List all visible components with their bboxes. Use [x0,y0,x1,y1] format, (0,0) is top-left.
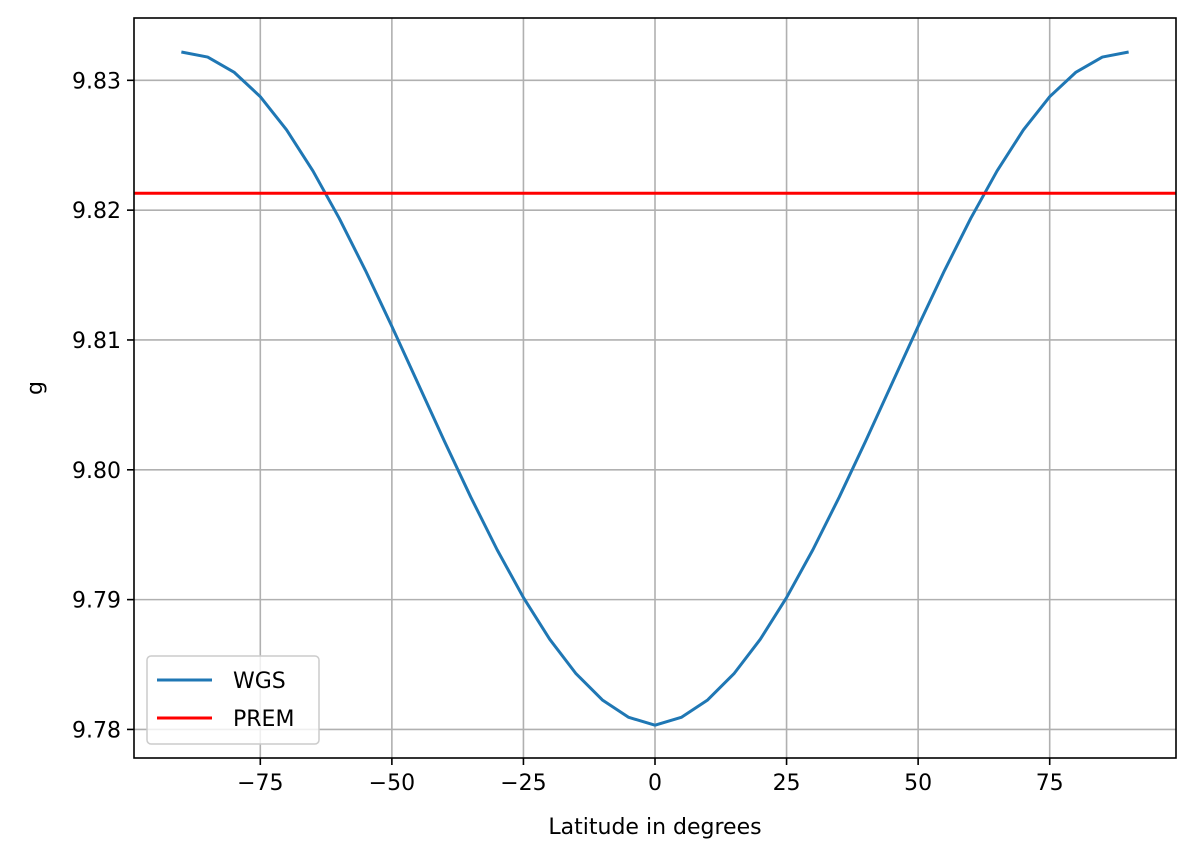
y-tick-label: 9.80 [72,459,121,484]
x-tick-label: 0 [648,771,662,796]
legend-label-prem: PREM [233,707,294,732]
y-tick-label: 9.83 [72,69,121,94]
legend-box [146,655,320,745]
y-tick-label: 9.79 [72,589,121,614]
y-tick-label: 9.81 [72,329,121,354]
legend: WGS PREM [146,655,320,745]
series-wgs-line [181,50,1129,727]
plot-lines [134,50,1176,727]
y-tick-label: 9.82 [72,199,121,224]
y-tick-label: 9.78 [72,718,121,743]
legend-label-wgs: WGS [233,669,286,694]
y-axis-label: g [23,381,48,395]
x-tick-label: 50 [904,771,932,796]
x-tick-label: −50 [369,771,415,796]
x-tick-label: −25 [500,771,546,796]
axis-ticks: −75 −50 −25 0 25 50 75 9.78 9.79 9.80 9.81 9.82 9.83 [72,69,1064,796]
x-tick-label: 75 [1036,771,1064,796]
x-axis-label: Latitude in degrees [548,815,761,840]
x-tick-label: 25 [773,771,801,796]
x-tick-label: −75 [237,771,283,796]
